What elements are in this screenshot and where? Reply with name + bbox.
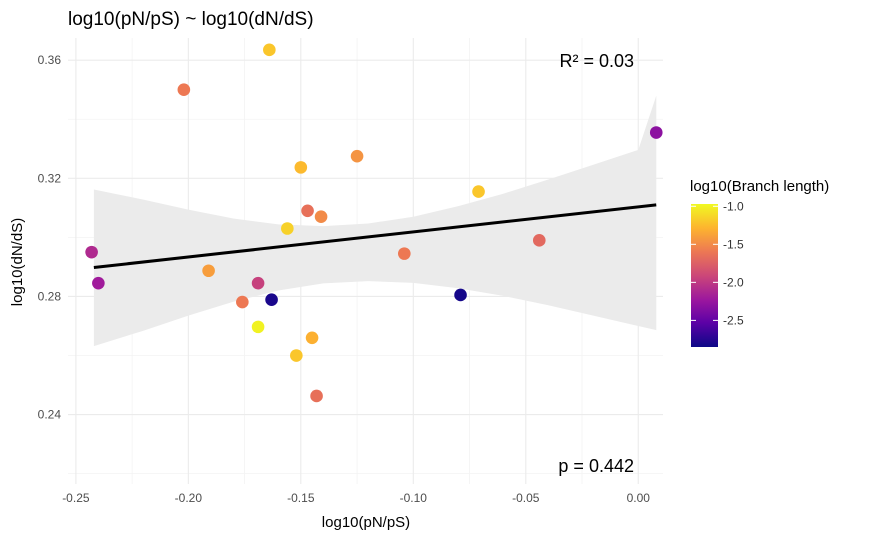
- p-value-annotation: p = 0.442: [558, 456, 634, 476]
- x-tick-label: -0.20: [175, 491, 203, 505]
- x-tick-label: -0.25: [62, 491, 90, 505]
- data-point: [398, 247, 411, 260]
- x-axis-title: log10(pN/pS): [322, 514, 410, 531]
- data-point: [263, 43, 276, 57]
- data-point: [294, 161, 308, 174]
- data-point: [290, 349, 303, 362]
- data-point: [251, 320, 265, 334]
- data-point: [532, 234, 546, 247]
- legend-ticks: -1.0 -1.5 -2.0 -2.5: [691, 199, 744, 327]
- data-point: [305, 331, 319, 345]
- data-point: [350, 149, 364, 163]
- data-point: [314, 210, 328, 223]
- regression-line-group: [93, 203, 657, 269]
- y-axis-title: log10(dN/dS): [9, 218, 26, 306]
- chart-title: log10(pN/pS) ~ log10(dN/dS): [68, 9, 314, 30]
- legend-colorbar: [691, 204, 718, 347]
- y-tick-label: 0.32: [38, 171, 62, 185]
- data-point: [265, 293, 278, 306]
- regression-line: [93, 203, 657, 269]
- data-point: [472, 185, 485, 198]
- data-point: [301, 204, 314, 218]
- points-group: [85, 43, 663, 403]
- data-point: [236, 295, 249, 309]
- legend-tick-label: -1.0: [723, 199, 744, 213]
- confidence-band: [93, 95, 657, 347]
- x-tick-label: -0.05: [512, 491, 540, 505]
- y-tick-label: 0.36: [38, 53, 62, 67]
- x-tick-labels: -0.25 -0.20 -0.15 -0.10 -0.05 0.00: [62, 491, 650, 505]
- data-point: [202, 264, 215, 278]
- y-tick-label: 0.28: [38, 289, 62, 303]
- data-point: [281, 222, 294, 235]
- data-point: [92, 276, 105, 290]
- data-point: [310, 389, 323, 403]
- legend-tick-label: -2.5: [723, 313, 744, 327]
- y-tick-label: 0.24: [38, 408, 62, 422]
- data-point: [649, 126, 663, 139]
- legend-title: log10(Branch length): [690, 178, 829, 195]
- legend-tick-label: -2.0: [723, 275, 744, 289]
- legend-tick-label: -1.5: [723, 237, 744, 251]
- data-point: [177, 83, 191, 96]
- data-point: [85, 245, 98, 259]
- r-squared-annotation: R² = 0.03: [559, 51, 634, 71]
- x-tick-label: 0.00: [627, 491, 651, 505]
- data-point: [454, 288, 467, 302]
- x-tick-label: -0.10: [400, 491, 428, 505]
- y-tick-labels: 0.24 0.28 0.32 0.36: [38, 53, 62, 421]
- data-point: [251, 276, 265, 290]
- x-tick-label: -0.15: [287, 491, 315, 505]
- confidence-band-group: [93, 95, 657, 347]
